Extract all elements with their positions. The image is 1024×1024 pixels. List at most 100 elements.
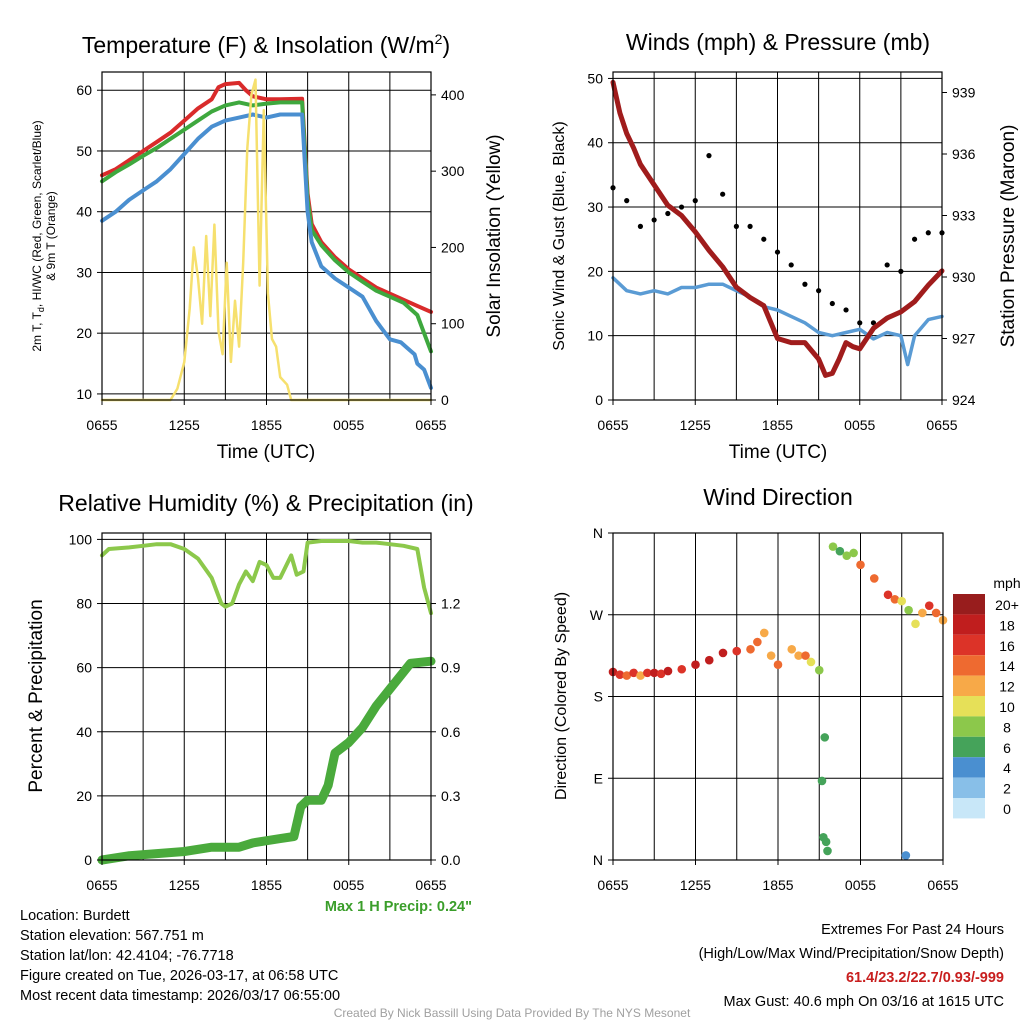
direction-point [643, 668, 652, 678]
temp-panel-title: Temperature (F) & Insolation (W/m2) [82, 31, 450, 58]
y-tick-label: 0 [595, 392, 603, 408]
direction-point [904, 605, 913, 615]
x-tick-label: 1255 [680, 877, 711, 893]
y2-tick-label: 0 [441, 392, 449, 408]
rh-grid [102, 533, 431, 860]
wind-series-group [610, 79, 945, 378]
gust-point [637, 223, 644, 229]
extremes-subtitle: (High/Low/Max Wind/Precipitation/Snow De… [698, 946, 1004, 962]
colorbar-swatch [953, 716, 985, 737]
hi-wc-line [100, 112, 433, 390]
x-tick-label: 1255 [680, 417, 711, 433]
direction-point [691, 660, 700, 670]
rh-axis-ticks: 0655 1255 1855 0055 0655 0 20 40 60 80 100 0.0 0.3 0.… [69, 531, 461, 893]
colorbar-label: 14 [999, 658, 1015, 674]
gust-point [761, 236, 767, 242]
direction-point [817, 776, 827, 786]
gust-point [747, 223, 753, 229]
colorbar-label: 2 [1003, 781, 1011, 797]
y-tick-label: 100 [69, 531, 93, 547]
gust-point [898, 268, 904, 274]
colorbar-label: 12 [999, 679, 1015, 695]
rh-y-axis-label: Percent & Precipitation [26, 599, 47, 792]
y-tick-label: 60 [76, 660, 92, 676]
gust-point [816, 288, 822, 294]
y2-tick-label: 930 [952, 269, 976, 285]
wind-y-axis-label: Sonic Wind & Gust (Blue, Black) [551, 121, 568, 350]
direction-point [849, 548, 858, 558]
direction-point [677, 664, 687, 674]
station-pressure-line [610, 79, 945, 378]
y2-tick-label: 924 [952, 392, 976, 408]
direction-point [918, 608, 927, 618]
direction-point [753, 637, 762, 647]
created-text: Figure created on Tue, 2026-03-17, at 06… [20, 968, 339, 984]
x-tick-label: 1855 [251, 877, 282, 893]
direction-point [787, 644, 797, 654]
temp-series-group [100, 78, 433, 402]
max-gust-text: Max Gust: 40.6 mph On 03/16 at 1615 UTC [723, 994, 1004, 1010]
relative-humidity-line [100, 539, 433, 616]
recent-data-text: Most recent data timestamp: 2026/03/17 0… [20, 988, 341, 1004]
colorbar-label: 20+ [995, 597, 1019, 613]
gust-point [665, 210, 671, 217]
direction-point [656, 669, 666, 679]
direction-point [718, 648, 728, 658]
direction-point [931, 608, 941, 618]
y2-tick-label: 300 [441, 163, 465, 179]
x-tick-label: 0655 [86, 877, 117, 893]
gust-point [802, 281, 808, 287]
y-tick-label: 20 [587, 263, 603, 279]
y2-tick-label: 100 [441, 316, 465, 332]
gust-point [884, 262, 890, 268]
direction-point [821, 837, 831, 847]
colorbar-swatch [953, 655, 985, 676]
y-tick-label: 30 [76, 264, 92, 280]
gust-point [911, 236, 918, 242]
sonic-wind-line [611, 276, 944, 367]
y2-tick-label: 0.6 [441, 724, 461, 740]
direction-point [746, 644, 755, 654]
x-tick-label: 0655 [86, 417, 117, 433]
direction-point [897, 596, 907, 606]
y-tick-label: 40 [76, 724, 92, 740]
wind-panel-title: Winds (mph) & Pressure (mb) [626, 29, 930, 55]
wind-direction-panel: Wind Direction 0655 1255 1855 0055 0655 N E S W N… [553, 484, 1021, 893]
colorbar-label: 18 [999, 617, 1015, 633]
dir-series-group [608, 542, 948, 860]
x-tick-label: 0055 [333, 877, 364, 893]
speed-colorbar: mph 20+ 18 16 14 12 10 8 6 4 2 0 [953, 575, 1021, 819]
direction-point [759, 628, 769, 638]
dir-y-axis-label: Direction (Colored By Speed) [553, 592, 570, 800]
x-tick-label: 1255 [169, 417, 200, 433]
y-tick-label: N [593, 525, 603, 541]
gust-point [788, 262, 794, 268]
colorbar-swatches: 20+ 18 16 14 12 10 8 6 4 2 0 [953, 594, 1019, 819]
gust-point [651, 217, 657, 223]
y-tick-label: 30 [587, 199, 603, 215]
x-tick-label: 1255 [169, 877, 200, 893]
y-tick-label: 40 [587, 135, 603, 151]
y2-tick-label: 1.2 [441, 596, 461, 612]
dew-point-line [100, 100, 433, 354]
max-precip-label: Max 1 H Precip: 0.24" [325, 899, 472, 915]
gust-point [624, 198, 630, 204]
y2-tick-label: 936 [952, 146, 976, 162]
direction-point [732, 646, 742, 656]
colorbar-swatch [953, 696, 985, 717]
y2-tick-label: 939 [952, 85, 976, 101]
colorbar-swatch [953, 614, 985, 635]
y-tick-label: W [590, 607, 604, 623]
direction-point [615, 670, 625, 679]
dir-grid [613, 533, 943, 860]
dir-axis-ticks: 0655 1255 1855 0055 0655 N E S W N [590, 525, 959, 893]
x-tick-label: 1855 [762, 877, 793, 893]
extremes-values: 61.4/23.2/22.7/0.93/-999 [845, 970, 1004, 986]
elevation-text: Station elevation: 567.751 m [20, 928, 204, 944]
direction-point [622, 671, 632, 680]
direction-point [773, 660, 783, 670]
wind-x-axis-label: Time (UTC) [729, 442, 828, 463]
temperature-panel: Temperature (F) & Insolation (W/m2) 0655… [30, 31, 505, 463]
direction-point [704, 655, 714, 665]
